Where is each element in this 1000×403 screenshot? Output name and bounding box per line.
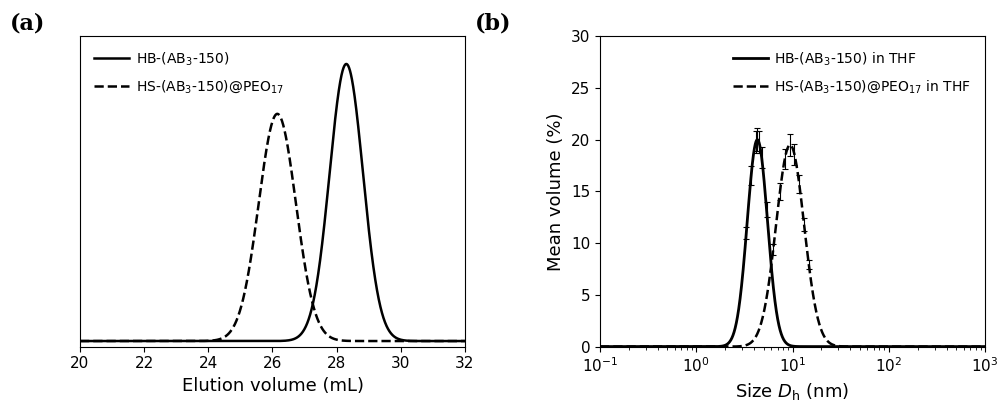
HB-(AB$_3$-150) in THF [756, 156, 768, 161]
HS-(AB$_3$-150)@PEO$_{17}$ in THF [967, 344, 979, 349]
HS-(AB$_3$-150)@PEO$_{17}$ in THF [756, 318, 768, 323]
HS-(AB$_3$-150)@PEO$_{17}$ [222, 332, 234, 337]
HS-(AB$_3$-150)@PEO$_{17}$ [452, 339, 464, 343]
Legend: HB-(AB$_3$-150) in THF, HS-(AB$_3$-150)@PEO$_{17}$ in THF: HB-(AB$_3$-150) in THF, HS-(AB$_3$-150)@… [726, 43, 978, 102]
HB-(AB$_3$-150) [452, 339, 464, 343]
HS-(AB$_3$-150)@PEO$_{17}$ in THF [784, 143, 796, 147]
HB-(AB$_3$-150) in THF [874, 344, 886, 349]
Text: (a): (a) [10, 12, 45, 34]
HB-(AB$_3$-150) in THF [594, 344, 606, 349]
Line: HB-(AB$_3$-150) in THF: HB-(AB$_3$-150) in THF [600, 140, 985, 347]
HS-(AB$_3$-150)@PEO$_{17}$ in THF [948, 344, 960, 349]
HS-(AB$_3$-150)@PEO$_{17}$ [141, 339, 153, 343]
X-axis label: Size $D_\mathrm{h}$ (nm): Size $D_\mathrm{h}$ (nm) [735, 380, 850, 401]
Text: (b): (b) [475, 12, 512, 34]
HB-(AB$_3$-150) [459, 339, 471, 343]
HS-(AB$_3$-150)@PEO$_{17}$ in THF [759, 305, 771, 310]
HS-(AB$_3$-150)@PEO$_{17}$ [459, 339, 471, 343]
Line: HB-(AB$_3$-150): HB-(AB$_3$-150) [80, 64, 465, 341]
Legend: HB-(AB$_3$-150), HS-(AB$_3$-150)@PEO$_{17}$: HB-(AB$_3$-150), HS-(AB$_3$-150)@PEO$_{1… [87, 43, 290, 102]
HB-(AB$_3$-150) [410, 339, 422, 343]
HS-(AB$_3$-150)@PEO$_{17}$ [74, 339, 86, 343]
HS-(AB$_3$-150)@PEO$_{17}$ [410, 339, 422, 343]
HB-(AB$_3$-150) in THF [948, 344, 960, 349]
HS-(AB$_3$-150)@PEO$_{17}$ [238, 291, 250, 296]
HB-(AB$_3$-150) [141, 339, 153, 343]
HS-(AB$_3$-150)@PEO$_{17}$ in THF [874, 344, 886, 349]
HB-(AB$_3$-150) [74, 339, 86, 343]
HB-(AB$_3$-150) [238, 339, 250, 343]
HB-(AB$_3$-150) in THF [759, 188, 771, 193]
Line: HS-(AB$_3$-150)@PEO$_{17}$ in THF: HS-(AB$_3$-150)@PEO$_{17}$ in THF [600, 145, 985, 347]
HB-(AB$_3$-150) in THF [751, 137, 763, 142]
HB-(AB$_3$-150) [222, 339, 234, 343]
HS-(AB$_3$-150)@PEO$_{17}$ [118, 339, 130, 343]
Y-axis label: Mean volume (%): Mean volume (%) [547, 112, 565, 271]
HB-(AB$_3$-150) [340, 62, 352, 66]
HS-(AB$_3$-150)@PEO$_{17}$ in THF [777, 167, 789, 172]
HB-(AB$_3$-150) in THF [979, 344, 991, 349]
HB-(AB$_3$-150) in THF [967, 344, 979, 349]
Line: HS-(AB$_3$-150)@PEO$_{17}$: HS-(AB$_3$-150)@PEO$_{17}$ [80, 114, 465, 341]
X-axis label: Elution volume (mL): Elution volume (mL) [182, 377, 364, 395]
HB-(AB$_3$-150) [118, 339, 130, 343]
HS-(AB$_3$-150)@PEO$_{17}$ in THF [594, 344, 606, 349]
HS-(AB$_3$-150)@PEO$_{17}$ [271, 112, 283, 116]
HB-(AB$_3$-150) in THF [777, 336, 789, 341]
HS-(AB$_3$-150)@PEO$_{17}$ in THF [979, 344, 991, 349]
